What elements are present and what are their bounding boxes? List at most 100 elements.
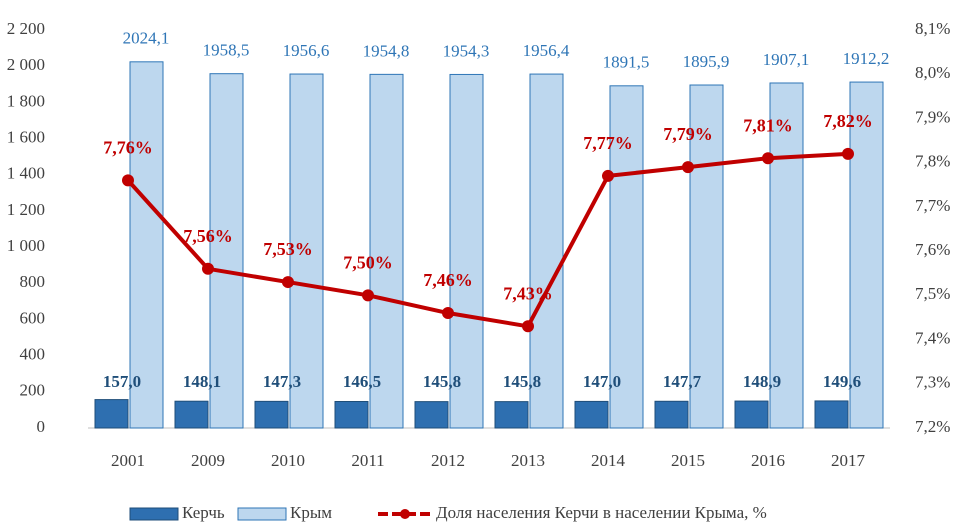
x-tick-label: 2016: [751, 451, 785, 470]
data-label: 1907,1: [763, 50, 810, 69]
bar: [334, 400, 369, 429]
bar: [574, 400, 609, 429]
line-marker: [682, 161, 694, 174]
data-label: 149,6: [823, 372, 861, 391]
data-label: 7,81%: [743, 115, 793, 135]
data-label: 146,5: [343, 372, 381, 391]
data-label: 7,77%: [583, 133, 633, 153]
data-label: 1958,5: [203, 41, 250, 60]
line-marker: [762, 152, 774, 165]
bar: [494, 401, 529, 429]
data-label: 1891,5: [603, 53, 650, 72]
y-tick-label: 1 400: [7, 164, 45, 183]
bar: [449, 73, 484, 429]
bar: [254, 400, 289, 429]
data-label: 147,0: [583, 372, 621, 391]
data-label: 1912,2: [843, 49, 890, 68]
bar: [689, 84, 724, 429]
legend-swatch: [129, 507, 179, 521]
y2-tick-label: 7,6%: [915, 240, 950, 259]
y-tick-label: 1 800: [7, 91, 45, 110]
bar: [414, 401, 449, 429]
bar: [814, 400, 849, 429]
bar: [849, 81, 884, 429]
y2-tick-label: 7,5%: [915, 284, 950, 303]
y2-tick-label: 7,8%: [915, 152, 950, 171]
bar: [734, 400, 769, 429]
data-label: 147,3: [263, 372, 301, 391]
bar: [129, 61, 164, 429]
bar: [289, 73, 324, 429]
y2-tick-label: 8,0%: [915, 63, 950, 82]
y-tick-label: 800: [20, 272, 46, 291]
data-label: 7,79%: [663, 124, 713, 144]
data-label: 148,1: [183, 372, 221, 391]
x-tick-label: 2011: [351, 451, 384, 470]
data-label: 7,46%: [423, 270, 473, 290]
data-label: 147,7: [663, 372, 702, 391]
bar: [369, 73, 404, 429]
data-label: 1956,6: [283, 41, 330, 60]
y2-tick-label: 7,7%: [915, 196, 950, 215]
x-tick-label: 2009: [191, 451, 225, 470]
y-tick-label: 1 600: [7, 127, 45, 146]
bar: [529, 73, 564, 429]
data-label: 7,82%: [823, 111, 873, 131]
x-tick-label: 2015: [671, 451, 705, 470]
y-tick-label: 1 200: [7, 200, 45, 219]
line-marker: [842, 147, 854, 160]
data-label: 145,8: [423, 372, 461, 391]
legend-label: Крым: [290, 503, 332, 522]
line-marker: [522, 320, 534, 333]
data-label: 157,0: [103, 372, 141, 391]
y2-tick-label: 7,3%: [915, 373, 950, 392]
y2-tick-label: 8,1%: [915, 19, 950, 38]
x-tick-label: 2017: [831, 451, 866, 470]
line-marker: [602, 169, 614, 182]
x-tick-label: 2001: [111, 451, 145, 470]
line-marker: [282, 276, 294, 289]
y2-tick-label: 7,2%: [915, 417, 950, 436]
legend-label: Керчь: [182, 503, 225, 522]
y-tick-label: 1 000: [7, 236, 45, 255]
x-tick-label: 2012: [431, 451, 465, 470]
data-label: 2024,1: [123, 29, 170, 48]
y2-tick-label: 7,9%: [915, 107, 950, 126]
bar: [654, 400, 689, 429]
bar: [174, 400, 209, 429]
bar: [209, 73, 244, 429]
data-label: 145,8: [503, 372, 541, 391]
x-tick-label: 2013: [511, 451, 545, 470]
legend-swatch: [237, 507, 287, 521]
y-tick-label: 600: [20, 308, 46, 327]
data-label: 7,50%: [343, 252, 393, 272]
x-tick-label: 2014: [591, 451, 626, 470]
data-label: 7,56%: [183, 226, 233, 246]
y-tick-label: 0: [37, 417, 46, 436]
data-label: 1895,9: [683, 52, 730, 71]
data-label: 148,9: [743, 372, 781, 391]
data-label: 1954,3: [443, 41, 490, 60]
legend-label: Доля населения Керчи в населении Крыма, …: [436, 503, 767, 522]
bar: [609, 85, 644, 429]
bar: [769, 82, 804, 429]
data-label: 1954,8: [363, 41, 410, 60]
data-label: 7,76%: [103, 137, 153, 157]
line-marker: [362, 289, 374, 302]
y-tick-label: 400: [20, 345, 46, 364]
data-label: 1956,4: [523, 41, 570, 60]
y-tick-label: 2 200: [7, 19, 45, 38]
bar: [94, 399, 129, 429]
y2-tick-label: 7,4%: [915, 328, 950, 347]
x-tick-label: 2010: [271, 451, 305, 470]
y-tick-label: 200: [20, 381, 46, 400]
line-marker: [442, 307, 454, 320]
line: [126, 151, 849, 329]
line-marker: [202, 262, 214, 275]
data-label: 7,53%: [263, 239, 313, 259]
line-marker: [122, 174, 134, 187]
legend-swatch: [400, 509, 410, 519]
y-tick-label: 2 000: [7, 55, 45, 74]
data-label: 7,43%: [503, 283, 553, 303]
